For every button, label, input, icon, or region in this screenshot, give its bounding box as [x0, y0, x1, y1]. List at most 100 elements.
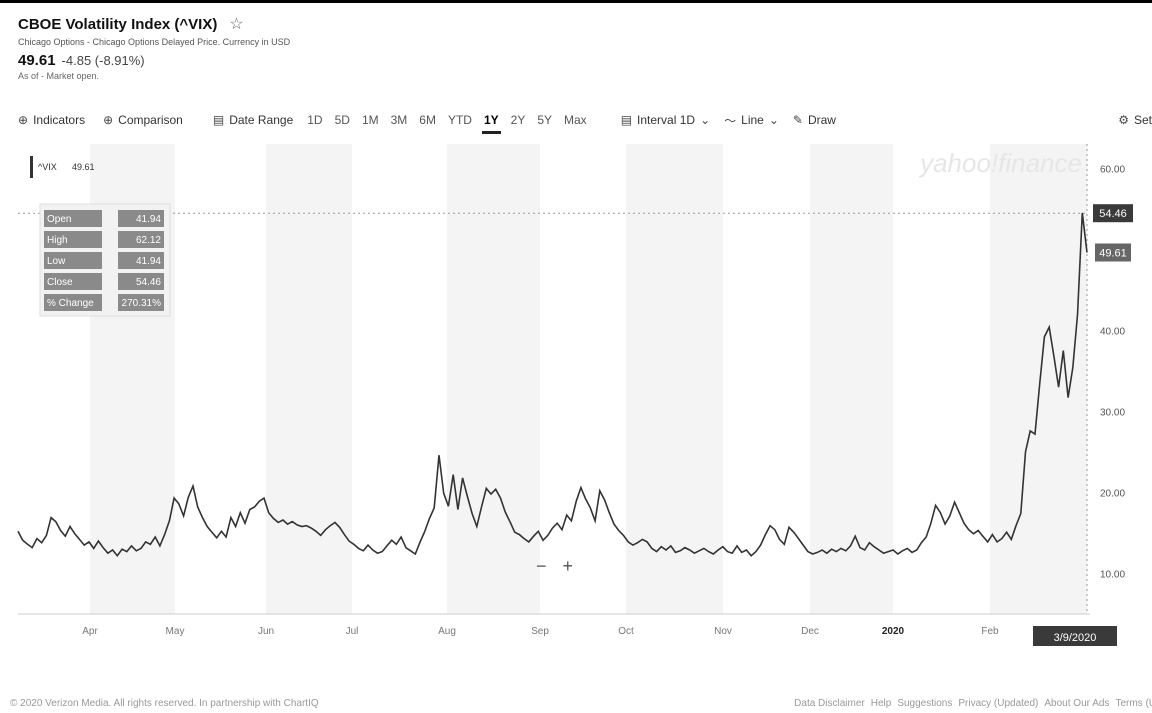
month-band [626, 144, 723, 614]
top-border [0, 0, 1152, 3]
calendar-icon: ▤ [212, 113, 225, 127]
indicators-label: Indicators [33, 113, 86, 127]
chart-area[interactable]: yahoo!finance 60.00 40.00 30.00 20.00 10.00 … [0, 136, 1152, 656]
footer-links: Data Disclaimer Help Suggestions Privacy… [794, 698, 1152, 709]
range-2y[interactable]: 2Y [510, 113, 526, 127]
range-ytd[interactable]: YTD [447, 113, 472, 127]
x-tick-label: Sep [531, 626, 549, 637]
tooltip-value: 270.31% [122, 298, 162, 309]
tooltip-value: 41.94 [136, 256, 161, 267]
tooltip-label-bg [44, 210, 102, 227]
range-max[interactable]: Max [564, 113, 587, 127]
y-tick-label: 20.00 [1100, 488, 1125, 499]
tooltip-label: Open [47, 214, 71, 225]
x-tick-label: May [166, 626, 185, 637]
crosshair-price-label: 54.46 [1093, 204, 1133, 223]
tooltip-label-bg [44, 294, 102, 311]
zoom-in-button[interactable]: + [562, 556, 574, 576]
quote-price: 49.61 [18, 52, 56, 69]
chart-type-dropdown[interactable]: 〜 Line ⌄ [724, 112, 779, 129]
ohlc-tooltip: Open 41.94 High 62.12 Low 41.94 Close 54.46 % Ch… [39, 203, 171, 317]
range-selector: 1D 5D 1M 3M 6M YTD 1Y 2Y 5Y Max [301, 113, 592, 134]
x-tick-label: Jun [258, 626, 274, 637]
crosshair-price-text: 54.46 [1099, 208, 1127, 220]
date-range-button[interactable]: ▤ Date Range [213, 113, 293, 127]
y-axis: 60.00 40.00 30.00 20.00 10.00 [1100, 164, 1125, 580]
date-range-label: Date Range [229, 113, 294, 127]
legend: ^VIX 49.61 [30, 156, 95, 178]
draw-button[interactable]: ✎ Draw [793, 113, 836, 127]
tooltip-label: Low [47, 256, 66, 267]
range-6m[interactable]: 6M [419, 113, 436, 127]
month-band [990, 144, 1087, 614]
market-status: As of - Market open. [18, 71, 100, 81]
crosshair-price-badge [1093, 204, 1133, 223]
indicators-button[interactable]: ⊕ Indicators [18, 113, 85, 127]
tooltip-value-bg [118, 294, 164, 311]
legend-value: 49.61 [72, 162, 95, 172]
zoom-out-button[interactable]: − [536, 556, 547, 576]
exchange-subtitle: Chicago Options - Chicago Options Delaye… [18, 37, 291, 47]
chevron-down-icon: ⌄ [768, 113, 779, 127]
draw-label: Draw [807, 113, 836, 127]
y-tick-label: 60.00 [1100, 164, 1125, 175]
x-tick-label: 2020 [882, 626, 905, 637]
range-5d[interactable]: 5D [334, 113, 350, 127]
month-band [810, 144, 893, 614]
line-label: Line [741, 113, 764, 127]
page-footer: © 2020 Verizon Media. All rights reserve… [0, 692, 1152, 713]
footer-link-privacy[interactable]: Privacy (Updated) [958, 698, 1039, 709]
x-tick-label: Apr [82, 626, 98, 637]
x-tick-label: Nov [714, 626, 732, 637]
footer-link-help[interactable]: Help [870, 698, 892, 709]
tooltip-value: 54.46 [136, 277, 161, 288]
range-1y[interactable]: 1Y [478, 113, 505, 134]
plus-circle-icon: ⊕ [103, 113, 114, 127]
range-1d[interactable]: 1D [307, 113, 323, 127]
watermark-logo: yahoo!finance [918, 148, 1082, 178]
legend-symbol: ^VIX [38, 162, 57, 172]
quote-change: -4.85 (-8.91%) [61, 53, 145, 68]
chart-toolbar: ⊕ Indicators ⊕ Comparison ▤ Date Range 1… [18, 109, 1152, 134]
month-band [447, 144, 540, 614]
crosshair-date-text: 3/9/2020 [1054, 632, 1097, 644]
tooltip-value: 62.12 [136, 235, 161, 246]
tooltip-label-bg [44, 273, 102, 290]
footer-link-ads[interactable]: About Our Ads [1044, 698, 1110, 709]
star-outline-icon[interactable]: ☆ [229, 16, 244, 33]
calendar-icon: ▤ [620, 113, 633, 127]
range-3m[interactable]: 3M [390, 113, 408, 127]
comparison-label: Comparison [118, 113, 183, 127]
settings-label: Set [1133, 113, 1152, 127]
footer-link-terms[interactable]: Terms (U [1115, 698, 1152, 709]
plus-circle-icon: ⊕ [18, 113, 29, 127]
interval-dropdown[interactable]: ▤ Interval 1D ⌄ [621, 113, 710, 127]
tooltip-value: 41.94 [136, 214, 161, 225]
footer-link-disclaimer[interactable]: Data Disclaimer [794, 698, 865, 709]
quote-header: CBOE Volatility Index (^VIX) ☆ Chicago O… [18, 14, 291, 82]
range-1m[interactable]: 1M [361, 113, 379, 127]
price-chart[interactable]: yahoo!finance 60.0040.0030.0020.0010.00 … [0, 136, 1152, 656]
settings-button[interactable]: ⚙ Set [1118, 113, 1152, 127]
line-chart-icon: 〜 [724, 113, 737, 128]
x-tick-label: Jul [346, 626, 359, 637]
y-tick-label: 30.00 [1100, 407, 1125, 418]
tooltip-label: High [47, 235, 68, 246]
x-tick-label: Feb [981, 626, 999, 637]
last-price-text: 49.61 [1099, 248, 1127, 260]
comparison-button[interactable]: ⊕ Comparison [103, 113, 183, 127]
crosshair-date-label: 3/9/2020 [1033, 626, 1117, 646]
copyright-text: © 2020 Verizon Media. All rights reserve… [10, 698, 319, 709]
zoom-controls: − + [536, 556, 573, 577]
tooltip-label-bg [44, 252, 102, 269]
x-tick-label: Oct [618, 626, 634, 637]
chevron-down-icon: ⌄ [700, 113, 711, 127]
interval-label: Interval 1D [637, 113, 696, 127]
y-tick-label: 10.00 [1100, 569, 1125, 580]
crosshair-date-badge [1033, 626, 1117, 646]
month-band [266, 144, 352, 614]
range-5y[interactable]: 5Y [537, 113, 553, 127]
legend-swatch [30, 156, 33, 178]
tooltip-value-bg [118, 210, 164, 227]
footer-link-suggestions[interactable]: Suggestions [897, 698, 953, 709]
